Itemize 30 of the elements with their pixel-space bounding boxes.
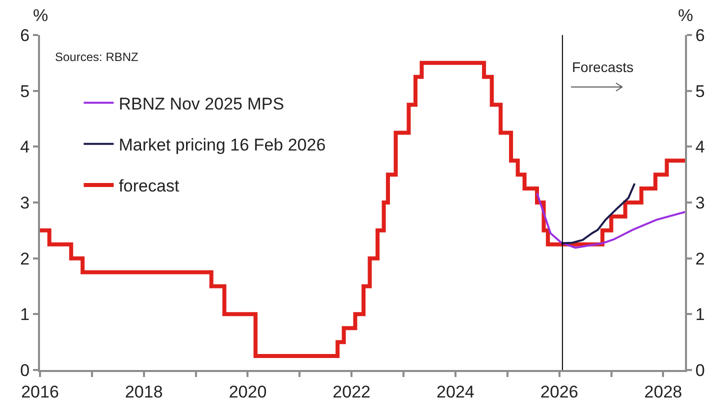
x-tick-label: 2016 bbox=[21, 382, 59, 401]
y2-tick-label: 4 bbox=[695, 138, 705, 157]
y-tick-label: 5 bbox=[20, 82, 30, 101]
y-tick-label: 3 bbox=[20, 193, 30, 212]
x-tick-label: 2018 bbox=[124, 382, 163, 401]
legend-label: RBNZ Nov 2025 MPS bbox=[118, 94, 284, 114]
y2-tick-label: 3 bbox=[695, 193, 705, 212]
annotation: Forecasts bbox=[572, 59, 634, 75]
y2-tick-label: 1 bbox=[695, 305, 705, 324]
annotation: Sources: RBNZ bbox=[55, 50, 138, 64]
y-tick-label: 0 bbox=[20, 360, 30, 380]
legend-label: forecast bbox=[118, 176, 180, 196]
y-axis-title: % bbox=[33, 6, 48, 25]
y-tick-label: 2 bbox=[20, 249, 30, 268]
x-tick-label: 2022 bbox=[332, 382, 371, 401]
y-tick-label: 4 bbox=[20, 138, 30, 157]
line-series bbox=[536, 192, 685, 249]
y2-axis-title: % bbox=[678, 6, 694, 25]
x-tick-label: 2024 bbox=[436, 382, 474, 401]
x-tick-label: 2026 bbox=[540, 382, 578, 401]
y2-tick-label: 5 bbox=[695, 82, 705, 101]
x-tick-label: 2020 bbox=[228, 382, 267, 401]
legend-label: Market pricing 16 Feb 2026 bbox=[118, 136, 326, 155]
y2-tick-label: 0 bbox=[695, 360, 705, 380]
y2-tick-label: 6 bbox=[695, 26, 705, 45]
x-tick-label: 2028 bbox=[644, 382, 682, 401]
line-series bbox=[560, 182, 636, 244]
y-tick-label: 1 bbox=[20, 305, 30, 324]
y-tick-label: 6 bbox=[20, 26, 30, 45]
y2-tick-label: 2 bbox=[695, 249, 705, 268]
